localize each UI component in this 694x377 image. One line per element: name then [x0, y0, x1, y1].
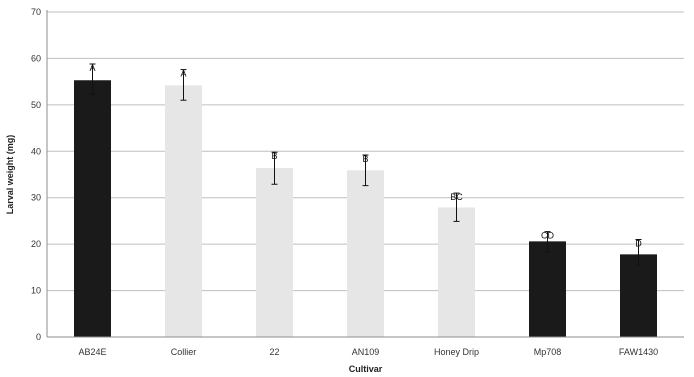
error-bar — [453, 192, 460, 222]
x-tick-label: Honey Drip — [434, 347, 479, 357]
y-tick-label: 10 — [31, 286, 41, 296]
y-tick-label: 20 — [31, 239, 41, 249]
error-bar — [362, 154, 369, 187]
significance-label: A — [89, 63, 95, 73]
x-tick-label: 22 — [269, 347, 279, 357]
error-bar — [89, 63, 96, 95]
significance-label: B — [362, 154, 368, 164]
error-bars — [89, 63, 642, 266]
bar-faw1430 — [620, 254, 657, 337]
x-tick-labels: AB24E Collier 22 AN109 Honey Drip Mp708 FAW143… — [78, 347, 658, 357]
significance-label: B — [271, 151, 277, 161]
x-axis-title: Cultivar — [349, 364, 383, 374]
x-tick-label: AB24E — [78, 347, 106, 357]
y-tick-label: 70 — [31, 7, 41, 17]
error-bar — [635, 239, 642, 266]
y-tick-label: 30 — [31, 193, 41, 203]
x-tick-label: Mp708 — [534, 347, 562, 357]
error-bar — [180, 69, 187, 101]
y-tick-labels: 0 10 20 30 40 50 60 70 — [31, 7, 41, 342]
y-tick-label: 0 — [36, 332, 41, 342]
y-tick-label: 60 — [31, 53, 41, 63]
significance-label: CD — [541, 231, 554, 241]
bar-collier — [165, 85, 202, 337]
x-tick-label: Collier — [171, 347, 197, 357]
x-tick-label: AN109 — [352, 347, 380, 357]
y-tick-label: 40 — [31, 146, 41, 156]
bar-22 — [256, 168, 293, 337]
significance-label: D — [635, 239, 642, 249]
bar-an109 — [347, 170, 384, 337]
bar-mp708 — [529, 241, 566, 337]
bar-honey-drip — [438, 207, 475, 337]
significance-label: BC — [450, 192, 463, 202]
y-tick-label: 50 — [31, 100, 41, 110]
significance-labels: A A B B BC CD D — [89, 63, 642, 249]
significance-label: A — [180, 69, 186, 79]
x-tick-label: FAW1430 — [619, 347, 658, 357]
error-bar — [544, 231, 551, 253]
y-axis-title: Larval weight (mg) — [5, 135, 15, 215]
bars — [74, 80, 657, 337]
error-bar — [271, 151, 278, 185]
bar-ab24e — [74, 80, 111, 337]
